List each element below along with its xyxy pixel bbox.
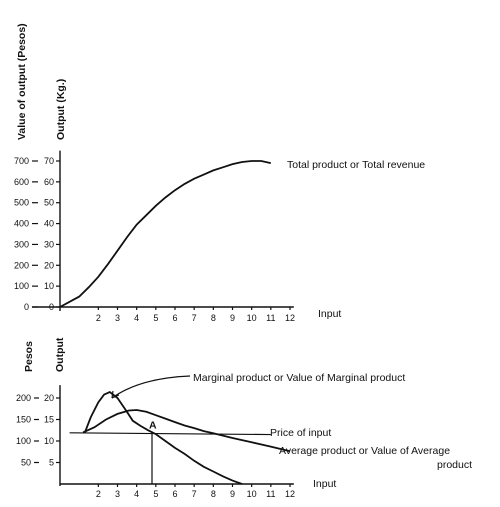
top-left-tick-label: 700 <box>14 156 29 166</box>
total-product-label: Total product or Total revenue <box>287 159 425 171</box>
top-x-tick-label: 7 <box>192 313 197 323</box>
total-product-curve <box>59 160 271 308</box>
bottom-right-tick-label: 15 <box>44 415 54 425</box>
top-y-label-left: Value of output (Pesos) <box>16 23 28 140</box>
bottom-x-tick-label: 6 <box>172 489 177 499</box>
top-x-tick-label: 6 <box>172 313 177 323</box>
top-left-tick-label: 200 <box>14 260 29 270</box>
marginal-product-arrow <box>111 375 191 399</box>
marginal-product-label: Marginal product or Value of Marginal pr… <box>193 372 405 384</box>
top-y-label-right: Output (Kg.) <box>55 79 67 140</box>
top-right-tick-label: 50 <box>44 198 54 208</box>
bottom-right-tick-label: 10 <box>44 436 54 446</box>
top-x-tick-label: 10 <box>247 313 257 323</box>
price-of-input-line <box>69 432 271 436</box>
bottom-left-tick-label: 150 <box>16 415 31 425</box>
bottom-chart: 50 100 150 200 5 10 15 20 2 3 4 5 6 7 8 9 10 11 12 <box>16 375 295 499</box>
top-chart: 0 100 200 300 400 500 600 700 0 10 20 30 40 50 60 70 2 3 4… <box>14 150 295 323</box>
bottom-x-tick-label: 9 <box>230 489 235 499</box>
marginal-product-curve <box>84 390 243 485</box>
top-right-tick-label: 20 <box>44 260 54 270</box>
bottom-x-tick-label: 3 <box>115 489 120 499</box>
top-left-tick-label: 400 <box>14 219 29 229</box>
bottom-right-tick-label: 5 <box>49 458 54 468</box>
average-product-label-text: Average product or Value of Average <box>279 445 450 457</box>
bottom-y-label-left: Pesos <box>23 341 35 372</box>
bottom-y-label-right: Output <box>54 337 66 372</box>
point-a-label: A <box>149 419 157 431</box>
bottom-x-tick-label: 11 <box>266 489 275 499</box>
top-left-tick-label: 0 <box>24 302 29 312</box>
top-right-tick-label: 40 <box>44 219 54 229</box>
bottom-left-tick-label: 100 <box>16 436 31 446</box>
top-right-tick-label: 60 <box>44 177 54 187</box>
bottom-x-tick-label: 12 <box>285 489 295 499</box>
top-left-tick-label: 300 <box>14 239 29 249</box>
bottom-x-tick-label: 7 <box>192 489 197 499</box>
top-right-tick-label: 10 <box>44 281 54 291</box>
bottom-right-tick-label: 20 <box>44 393 54 403</box>
average-product-label-line2: product <box>437 459 472 471</box>
top-x-label: Input <box>318 308 341 320</box>
bottom-x-tick-label: 5 <box>153 489 158 499</box>
top-x-tick-label: 12 <box>285 313 295 323</box>
top-x-tick-label: 9 <box>230 313 235 323</box>
top-x-tick-label: 8 <box>211 313 216 323</box>
bottom-x-tick-label: 8 <box>211 489 216 499</box>
average-product-curve <box>82 409 291 453</box>
marginal-product-arrowhead <box>111 390 120 399</box>
bottom-left-tick-label: 50 <box>21 458 31 468</box>
top-x-tick-label: 4 <box>134 313 139 323</box>
top-right-tick-label: 70 <box>44 156 54 166</box>
top-x-tick-label: 5 <box>153 313 158 323</box>
bottom-x-tick-label: 10 <box>247 489 257 499</box>
bottom-x-tick-label: 4 <box>134 489 139 499</box>
average-product-label: Average product or Value of Average prod… <box>279 445 472 471</box>
top-left-tick-label: 100 <box>14 281 29 291</box>
top-x-tick-label: 3 <box>115 313 120 323</box>
top-right-tick-label: 0 <box>49 302 54 312</box>
top-left-tick-label: 600 <box>14 177 29 187</box>
top-x-tick-label: 11 <box>266 313 275 323</box>
price-of-input-label: Price of input <box>270 427 331 439</box>
top-left-tick-label: 500 <box>14 198 29 208</box>
bottom-x-tick-label: 2 <box>96 489 101 499</box>
top-right-tick-label: 30 <box>44 239 54 249</box>
bottom-left-tick-label: 200 <box>16 393 31 403</box>
top-x-tick-label: 2 <box>96 313 101 323</box>
bottom-x-label: Input <box>313 478 336 490</box>
